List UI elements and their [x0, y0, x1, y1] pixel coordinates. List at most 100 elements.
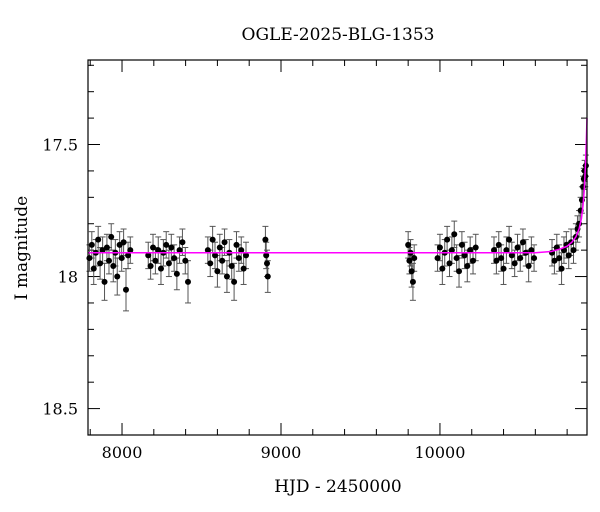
- data-point: [448, 247, 455, 254]
- data-point: [434, 255, 441, 262]
- data-point: [409, 278, 416, 285]
- data-point: [503, 247, 510, 254]
- data-point: [223, 273, 230, 280]
- data-point: [467, 247, 474, 254]
- error-bars: [86, 154, 589, 312]
- data-point: [179, 239, 186, 246]
- data-point: [531, 255, 538, 262]
- data-point: [173, 270, 180, 277]
- y-tick-label: 18.5: [42, 400, 78, 419]
- data-point: [517, 255, 524, 262]
- data-point: [127, 247, 134, 254]
- data-point: [500, 265, 507, 272]
- data-point: [114, 273, 121, 280]
- y-tick-label: 17.5: [42, 136, 78, 155]
- data-points: [86, 162, 589, 293]
- data-point: [99, 247, 106, 254]
- data-point: [411, 255, 418, 262]
- data-point: [212, 252, 219, 259]
- data-point: [464, 262, 471, 269]
- data-point: [461, 252, 468, 259]
- y-axis-label: I magnitude: [12, 196, 32, 300]
- data-point: [152, 257, 159, 264]
- data-point: [95, 236, 102, 243]
- data-point: [556, 255, 563, 262]
- data-point: [204, 247, 211, 254]
- data-point: [458, 241, 465, 248]
- data-point: [86, 255, 93, 262]
- data-point: [493, 257, 500, 264]
- data-point: [406, 257, 413, 264]
- data-point: [176, 247, 183, 254]
- data-point: [155, 247, 162, 254]
- data-point: [231, 278, 238, 285]
- data-point: [122, 286, 129, 293]
- data-point: [491, 247, 498, 254]
- model-curve: [88, 118, 588, 254]
- data-point: [470, 257, 477, 264]
- data-point: [519, 239, 526, 246]
- data-point: [103, 244, 110, 251]
- data-point: [263, 252, 270, 259]
- data-point: [157, 265, 164, 272]
- data-point: [171, 255, 178, 262]
- data-point: [147, 262, 154, 269]
- data-point: [101, 278, 108, 285]
- data-point: [453, 255, 460, 262]
- data-point: [228, 262, 235, 269]
- data-point: [145, 252, 152, 259]
- data-point: [511, 260, 518, 267]
- data-point: [240, 265, 247, 272]
- data-point: [508, 252, 515, 259]
- data-point: [216, 244, 223, 251]
- data-point: [408, 268, 415, 275]
- y-tick-label: 18: [58, 268, 78, 287]
- data-point: [235, 255, 242, 262]
- data-point: [264, 273, 271, 280]
- data-point: [456, 268, 463, 275]
- data-point: [446, 260, 453, 267]
- data-point: [514, 244, 521, 251]
- data-point: [120, 239, 127, 246]
- data-point: [105, 257, 112, 264]
- data-point: [262, 236, 269, 243]
- data-point: [209, 236, 216, 243]
- data-point: [263, 260, 270, 267]
- data-point: [451, 231, 458, 238]
- plot-frame: [87, 59, 588, 436]
- data-point: [439, 265, 446, 272]
- data-point: [219, 257, 226, 264]
- x-tick-label: 8000: [102, 443, 143, 462]
- data-point: [444, 236, 451, 243]
- data-point: [90, 265, 97, 272]
- data-point: [238, 247, 245, 254]
- data-point: [498, 255, 505, 262]
- data-point: [525, 262, 532, 269]
- data-point: [110, 262, 117, 269]
- data-point: [565, 252, 572, 259]
- x-axis-label: HJD - 2450000: [274, 477, 402, 497]
- chart-title: OGLE-2025-BLG-1353: [242, 25, 435, 45]
- data-point: [182, 257, 189, 264]
- data-point: [528, 247, 535, 254]
- data-point: [168, 244, 175, 251]
- tick-labels: 8000 9000 10000 17.5 18 18.5: [42, 136, 465, 462]
- data-point: [207, 260, 214, 267]
- data-point: [221, 239, 228, 246]
- data-point: [506, 236, 513, 243]
- data-point: [118, 255, 125, 262]
- data-point: [472, 244, 479, 251]
- x-tick-label: 9000: [261, 443, 302, 462]
- data-point: [233, 241, 240, 248]
- data-point: [184, 278, 191, 285]
- data-point: [97, 260, 104, 267]
- data-point: [436, 244, 443, 251]
- data-point: [551, 257, 558, 264]
- data-point: [88, 241, 95, 248]
- data-point: [495, 241, 502, 248]
- data-point: [108, 233, 115, 240]
- data-point: [243, 252, 250, 259]
- data-point: [558, 265, 565, 272]
- x-tick-label: 10000: [415, 443, 466, 462]
